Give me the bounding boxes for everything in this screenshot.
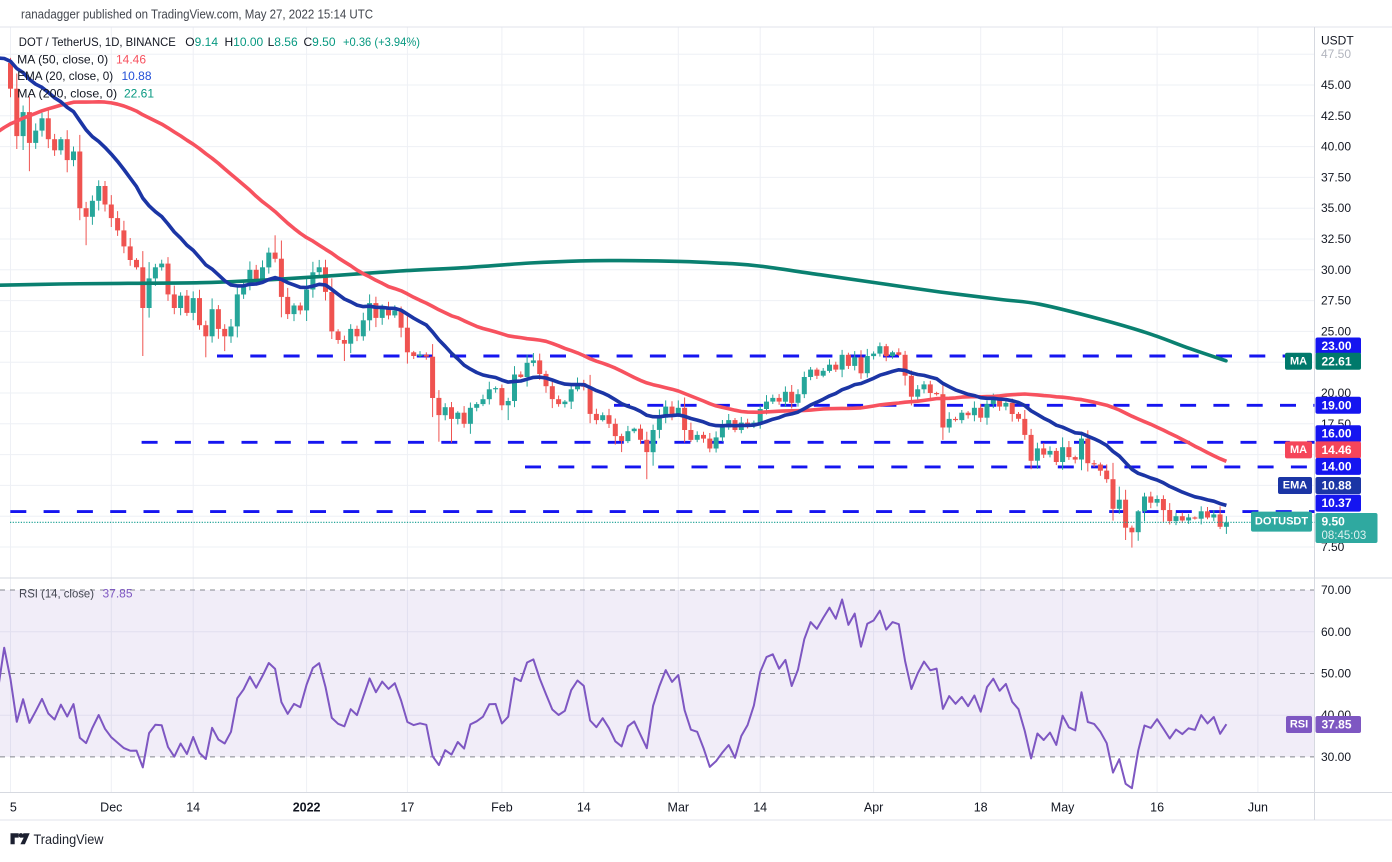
svg-text:32.50: 32.50 bbox=[1321, 232, 1351, 246]
svg-text:42.50: 42.50 bbox=[1321, 109, 1351, 123]
svg-text:20.00: 20.00 bbox=[1321, 386, 1351, 400]
svg-text:70.00: 70.00 bbox=[1321, 583, 1351, 597]
svg-text:30.00: 30.00 bbox=[1321, 263, 1351, 277]
svg-text:MA: MA bbox=[1290, 444, 1307, 456]
svg-text:EMA (20, close, 0): EMA (20, close, 0) bbox=[17, 69, 113, 83]
svg-text:37.50: 37.50 bbox=[1321, 170, 1351, 184]
svg-text:Apr: Apr bbox=[864, 801, 883, 815]
svg-text:RSI: RSI bbox=[1290, 719, 1308, 731]
svg-text:H10.00: H10.00 bbox=[225, 35, 264, 49]
svg-text:Dec: Dec bbox=[100, 801, 122, 815]
svg-text:7.50: 7.50 bbox=[1321, 540, 1345, 554]
svg-text:MA: MA bbox=[1290, 355, 1307, 367]
svg-text:RSI (14, close): RSI (14, close) bbox=[19, 587, 94, 601]
svg-text:14.00: 14.00 bbox=[1322, 459, 1352, 473]
svg-text:25.00: 25.00 bbox=[1321, 324, 1351, 338]
svg-text:ranadagger published on Tradin: ranadagger published on TradingView.com,… bbox=[21, 8, 373, 22]
svg-text:45.00: 45.00 bbox=[1321, 78, 1351, 92]
svg-text:23.00: 23.00 bbox=[1322, 339, 1352, 353]
svg-text:Mar: Mar bbox=[668, 801, 690, 815]
svg-text:60.00: 60.00 bbox=[1321, 625, 1351, 639]
svg-text:C9.50: C9.50 bbox=[304, 35, 336, 49]
svg-text:May: May bbox=[1051, 801, 1075, 815]
svg-text:19.00: 19.00 bbox=[1322, 398, 1352, 412]
svg-text:MA (50, close, 0): MA (50, close, 0) bbox=[17, 52, 108, 66]
svg-text:Jun: Jun bbox=[1248, 801, 1268, 815]
svg-text:MA (200, close, 0): MA (200, close, 0) bbox=[17, 87, 117, 101]
svg-text:9.50: 9.50 bbox=[1322, 514, 1346, 528]
svg-text:Feb: Feb bbox=[491, 801, 513, 815]
svg-text:14.46: 14.46 bbox=[1322, 443, 1352, 457]
svg-text:EMA: EMA bbox=[1283, 480, 1308, 492]
svg-text:47.50: 47.50 bbox=[1321, 47, 1351, 61]
svg-text:DOT / TetherUS, 1D, BINANCE: DOT / TetherUS, 1D, BINANCE bbox=[19, 35, 176, 49]
svg-text:TradingView: TradingView bbox=[34, 831, 105, 847]
svg-text:14: 14 bbox=[186, 801, 200, 815]
svg-text:37.85: 37.85 bbox=[103, 587, 133, 601]
svg-text:14: 14 bbox=[577, 801, 591, 815]
svg-text:10.88: 10.88 bbox=[1322, 479, 1352, 493]
svg-text:40.00: 40.00 bbox=[1321, 140, 1351, 154]
svg-text:16.00: 16.00 bbox=[1322, 427, 1352, 441]
svg-text:L8.56: L8.56 bbox=[268, 35, 298, 49]
svg-text:37.85: 37.85 bbox=[1322, 718, 1352, 732]
svg-text:17: 17 bbox=[400, 801, 414, 815]
svg-text:USDT: USDT bbox=[1321, 34, 1354, 48]
svg-text:2022: 2022 bbox=[293, 801, 321, 815]
svg-text:35.00: 35.00 bbox=[1321, 201, 1351, 215]
svg-text:14.46: 14.46 bbox=[116, 52, 146, 66]
svg-text:18: 18 bbox=[974, 801, 988, 815]
svg-text:22.61: 22.61 bbox=[124, 87, 154, 101]
svg-text:DOTUSDT: DOTUSDT bbox=[1255, 516, 1308, 528]
svg-text:10.88: 10.88 bbox=[122, 69, 152, 83]
svg-text:22.61: 22.61 bbox=[1322, 354, 1352, 368]
svg-text:14: 14 bbox=[753, 801, 767, 815]
svg-text:5: 5 bbox=[10, 801, 17, 815]
svg-text:50.00: 50.00 bbox=[1321, 667, 1351, 681]
svg-text:O9.14: O9.14 bbox=[185, 35, 218, 49]
svg-text:27.50: 27.50 bbox=[1321, 294, 1351, 308]
svg-text:16: 16 bbox=[1150, 801, 1164, 815]
svg-text:10.37: 10.37 bbox=[1322, 496, 1352, 510]
svg-text:30.00: 30.00 bbox=[1321, 750, 1351, 764]
svg-text:08:45:03: 08:45:03 bbox=[1322, 530, 1367, 542]
svg-text:+0.36 (+3.94%): +0.36 (+3.94%) bbox=[343, 35, 420, 49]
